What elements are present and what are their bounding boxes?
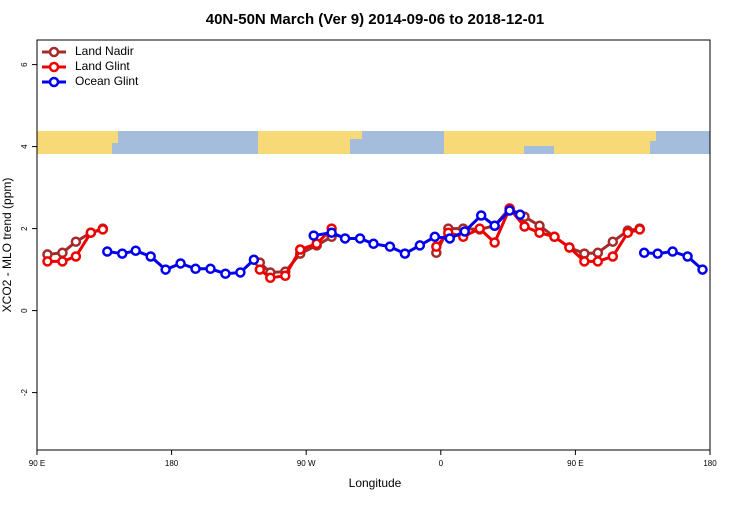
point: [592, 256, 604, 267]
point: [311, 238, 322, 250]
point: [354, 233, 366, 244]
legend-marker: [48, 76, 60, 88]
point: [592, 247, 604, 259]
point: [474, 223, 485, 234]
point: [145, 251, 156, 262]
point: [682, 251, 693, 262]
point: [579, 256, 590, 267]
point: [308, 230, 319, 241]
point: [70, 251, 82, 262]
legend-marker: [48, 46, 60, 58]
chart-title: 40N-50N March (Ver 9) 2014-09-06 to 2018…: [206, 11, 545, 28]
point: [549, 231, 560, 243]
point: [534, 227, 545, 238]
point: [489, 220, 500, 231]
y-tick-label: -2: [20, 388, 29, 396]
x-tick-label: 0: [439, 459, 444, 468]
point: [85, 227, 97, 238]
map-strip: [37, 131, 710, 154]
point: [607, 236, 619, 247]
point: [160, 264, 171, 275]
point: [634, 224, 645, 235]
point: [175, 258, 186, 269]
point: [248, 254, 260, 266]
point: [607, 251, 619, 262]
point: [444, 233, 456, 244]
point: [519, 221, 530, 232]
legend-marker: [48, 61, 60, 73]
y-tick-label: 2: [20, 226, 29, 231]
point: [235, 267, 246, 278]
point: [339, 233, 351, 244]
point: [459, 226, 470, 237]
legend-label: Land Nadir: [75, 44, 134, 58]
point: [564, 242, 575, 253]
point: [414, 240, 426, 251]
plot-frame: [36, 39, 711, 451]
point: [97, 224, 109, 235]
point: [116, 248, 128, 259]
point: [638, 247, 650, 259]
y-tick-label: 6: [20, 62, 29, 67]
point: [42, 256, 53, 267]
point: [57, 247, 68, 259]
x-tick-label: 90 E: [29, 459, 45, 468]
y-tick-label: 4: [20, 144, 29, 149]
point: [489, 237, 500, 248]
point: [57, 256, 68, 267]
point: [294, 244, 306, 255]
point: [652, 248, 663, 259]
point: [368, 238, 379, 250]
point: [384, 241, 396, 252]
point: [190, 263, 201, 275]
y-tick-label: 0: [20, 308, 29, 313]
point: [326, 227, 337, 238]
point: [475, 210, 487, 221]
x-tick-label: 90 E: [567, 459, 583, 468]
x-tick-label: 90 W: [297, 459, 316, 468]
point: [622, 227, 633, 238]
point: [280, 270, 291, 281]
legend-label: Ocean Glint: [75, 74, 139, 88]
point: [205, 263, 216, 275]
point: [70, 236, 82, 247]
legend-label: Land Glint: [75, 59, 130, 73]
point: [429, 231, 441, 243]
point: [697, 264, 708, 275]
point: [667, 246, 678, 257]
point: [431, 241, 442, 252]
x-axis-label: Longitude: [349, 476, 402, 490]
point: [265, 272, 276, 284]
point: [504, 205, 515, 216]
y-axis-label: XCO2 - MLO trend (ppm): [0, 178, 14, 313]
x-tick-label: 180: [703, 459, 717, 468]
x-tick-label: 180: [165, 459, 179, 468]
point: [130, 245, 141, 256]
point: [399, 248, 411, 259]
point: [102, 246, 113, 257]
point: [254, 264, 266, 275]
point: [514, 209, 526, 220]
point: [220, 268, 231, 279]
